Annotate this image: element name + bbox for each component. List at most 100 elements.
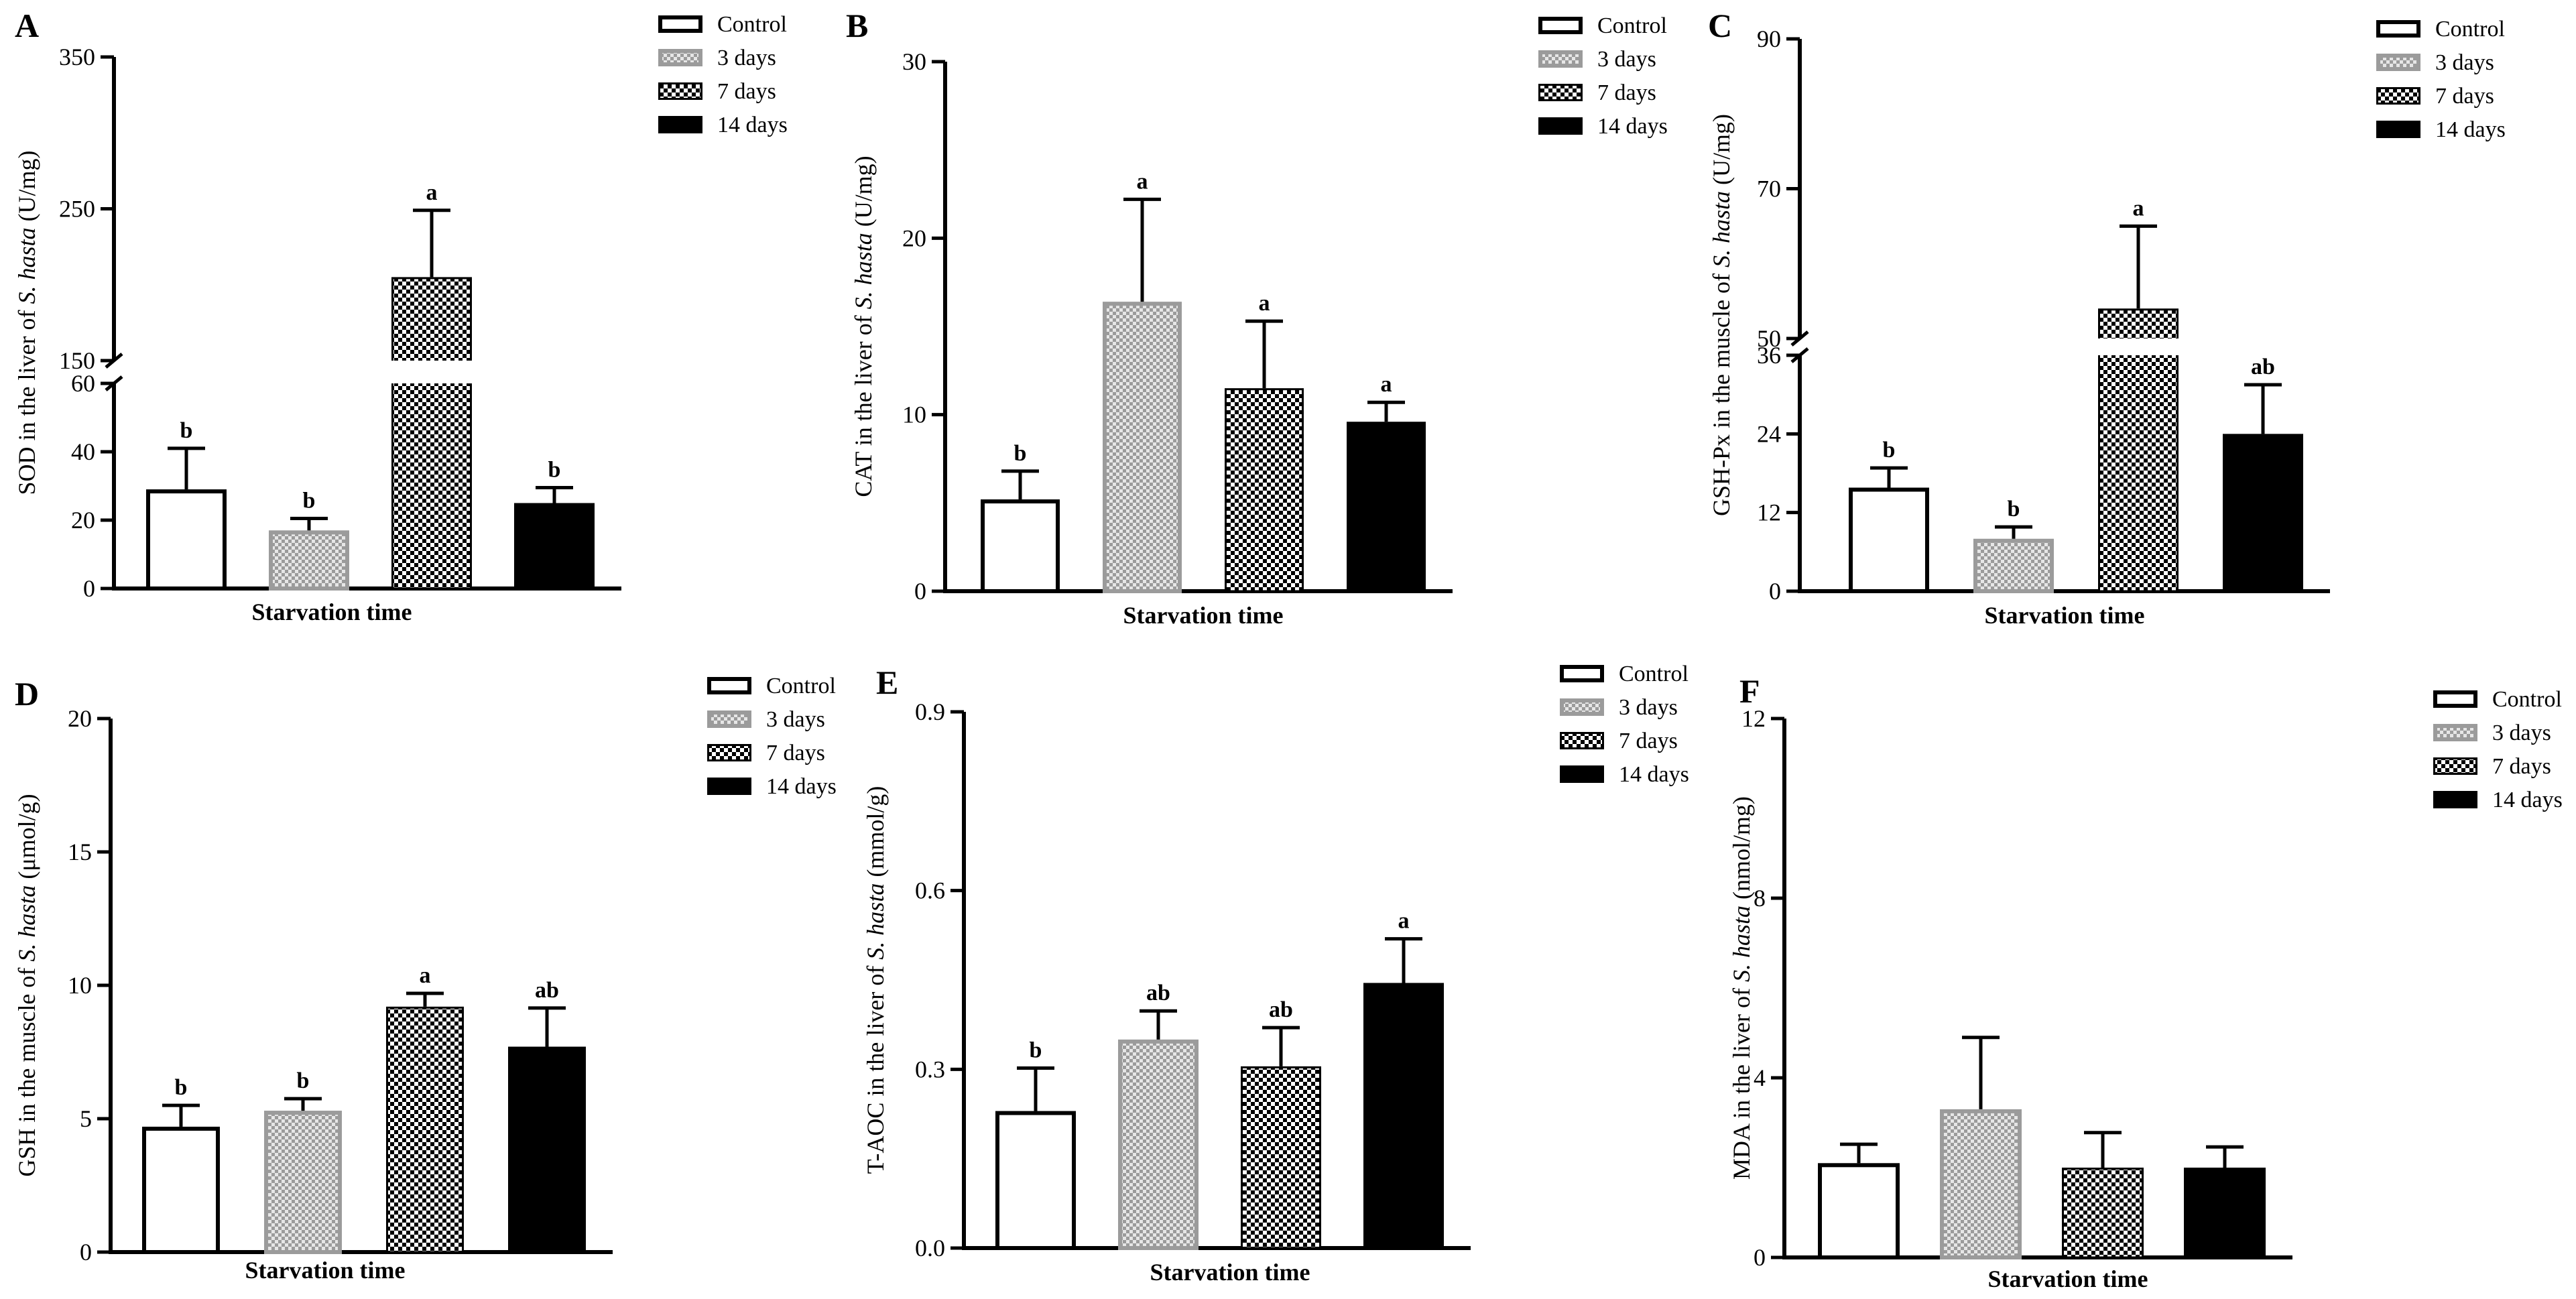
panel-e-y-tick-label: 0.3 bbox=[915, 1056, 945, 1082]
panel-f-legend-swatch-2 bbox=[2433, 724, 2477, 741]
panel-a-legend-label-4: 14 days bbox=[717, 113, 788, 137]
panel-f-y-tick-label: 0 bbox=[1754, 1244, 1766, 1271]
panel-d-bar-4 bbox=[508, 1046, 586, 1253]
panel-b-legend-swatch-4 bbox=[1538, 117, 1583, 135]
panel-f-legend-swatch-4 bbox=[2433, 791, 2477, 808]
panel-c-y-tick-label: 0 bbox=[1769, 578, 1781, 605]
panel-b-sig-letter-2: a bbox=[1137, 169, 1148, 194]
panel-c-legend-label-3: 7 days bbox=[2435, 84, 2494, 109]
panel-a-y-tick-label: 350 bbox=[59, 44, 95, 70]
panel-e-sig-letter-2: ab bbox=[1146, 981, 1170, 1005]
panel-b-legend-label-4: 14 days bbox=[1597, 114, 1668, 139]
panel-e-bar-4 bbox=[1363, 983, 1444, 1249]
panel-a-y-tick-label: 40 bbox=[71, 438, 95, 465]
panel-a-legend-swatch-4 bbox=[658, 116, 702, 133]
panel-b-bar-2 bbox=[1103, 302, 1182, 593]
panel-c-legend-label-1: Control bbox=[2435, 17, 2505, 42]
panel-a-y-title: SOD in the liver of S. hasta (U/mg) bbox=[13, 151, 40, 495]
panel-d-y-tick-label: 5 bbox=[80, 1105, 92, 1132]
panel-a-sig-letter-3: a bbox=[426, 180, 438, 205]
panel-e-legend-swatch-4 bbox=[1560, 765, 1604, 783]
chart-panel-e: 0.0 0.3 0.6 0.9 b ab ab a E Starvation time T-AOC … bbox=[862, 662, 1689, 1286]
panel-e-sig-letter-3: ab bbox=[1269, 997, 1293, 1022]
panel-b-y-tick-label: 0 bbox=[914, 578, 926, 605]
panel-e-legend-label-4: 14 days bbox=[1619, 762, 1689, 787]
panel-e-x-title: Starvation time bbox=[1150, 1259, 1310, 1286]
panel-a-legend-label-3: 7 days bbox=[717, 79, 776, 104]
panel-d-bar-3 bbox=[386, 1006, 464, 1253]
panel-d-legend-swatch-3 bbox=[707, 744, 751, 761]
panel-c-sig-letter-3: a bbox=[2133, 196, 2144, 221]
panel-a-y-tick-label: 60 bbox=[71, 370, 95, 397]
panel-e-y-title: T-AOC in the liver of S. hasta (mmol/g) bbox=[862, 786, 889, 1174]
panel-f-legend: Control 3 days 7 days 14 days bbox=[2433, 687, 2563, 812]
panel-a-bar-1 bbox=[146, 489, 227, 591]
panel-c-y-title: GSH-Px in the muscle of S. hasta (U/mg) bbox=[1708, 114, 1735, 516]
panel-b-sig-letter-3: a bbox=[1259, 291, 1270, 316]
panel-d-sig-letter-3: a bbox=[420, 963, 431, 988]
panel-c-sig-letter-2: b bbox=[2008, 497, 2020, 521]
panel-c-y-tick-label: 50 bbox=[1757, 325, 1781, 352]
panel-c-y-tick-label: 36 bbox=[1757, 342, 1781, 369]
chart-panel-f: 0 4 8 12F Starvation time MDA in the liver of… bbox=[1728, 672, 2563, 1292]
panel-b-y-tick-label: 10 bbox=[902, 401, 926, 428]
panel-d-y-tick-label: 10 bbox=[68, 972, 92, 999]
panel-a-x-title: Starvation time bbox=[252, 599, 412, 625]
panel-a-bar-2 bbox=[269, 530, 349, 591]
panel-b-legend-label-1: Control bbox=[1597, 13, 1667, 38]
panel-d-legend-label-1: Control bbox=[766, 674, 836, 698]
panel-f-legend-label-2: 3 days bbox=[2492, 721, 2551, 745]
panel-a-bar-3 bbox=[391, 277, 472, 590]
panel-b-legend-label-3: 7 days bbox=[1597, 80, 1656, 105]
panel-a-y-tick-label: 150 bbox=[59, 347, 95, 374]
panel-e-letter: E bbox=[876, 664, 898, 701]
panel-f-x-title: Starvation time bbox=[1988, 1265, 2148, 1292]
panel-f-letter: F bbox=[1739, 672, 1760, 710]
panel-d-letter: D bbox=[15, 675, 39, 713]
panel-f-legend-label-3: 7 days bbox=[2492, 754, 2551, 779]
panel-d-sig-letter-2: b bbox=[297, 1068, 310, 1093]
panel-f-y-tick-label: 4 bbox=[1754, 1064, 1766, 1091]
panel-b-bar-4 bbox=[1347, 422, 1426, 593]
panel-f-legend-label-1: Control bbox=[2492, 687, 2562, 712]
panel-c-legend-label-2: 3 days bbox=[2435, 50, 2494, 75]
panel-a-sig-letter-4: b bbox=[548, 458, 561, 483]
panel-c-legend-swatch-2 bbox=[2376, 54, 2420, 71]
panel-c-bar-2 bbox=[1973, 538, 2054, 593]
panel-d-legend-label-4: 14 days bbox=[766, 774, 837, 799]
panel-f-legend-swatch-1 bbox=[2433, 690, 2477, 708]
panel-c-bar-1 bbox=[1849, 487, 1929, 593]
panel-e-sig-letter-1: b bbox=[1030, 1038, 1042, 1063]
panel-b-y-tick-label: 30 bbox=[902, 48, 926, 75]
panel-d-legend-swatch-4 bbox=[707, 778, 751, 795]
panel-a-sig-letter-1: b bbox=[180, 418, 193, 443]
panel-a-y-tick-label: 0 bbox=[83, 575, 95, 602]
panel-a-legend-swatch-3 bbox=[658, 82, 702, 100]
panel-c-legend-label-4: 14 days bbox=[2435, 117, 2506, 142]
panel-a-letter: A bbox=[15, 7, 39, 44]
panel-b-bar-3 bbox=[1225, 388, 1304, 593]
panel-a-sig-letter-2: b bbox=[303, 488, 316, 513]
panel-c-legend: Control 3 days 7 days 14 days bbox=[2376, 17, 2506, 142]
panel-c-sig-letter-1: b bbox=[1883, 438, 1896, 462]
panel-c-bar-4 bbox=[2223, 434, 2303, 593]
panel-a-legend-swatch-1 bbox=[658, 15, 702, 33]
panel-e-legend-swatch-2 bbox=[1560, 698, 1604, 716]
panel-e-bar-2 bbox=[1118, 1039, 1199, 1251]
panel-d-bar-2 bbox=[264, 1111, 342, 1255]
panel-b-legend-swatch-2 bbox=[1538, 50, 1583, 68]
panel-d-y-tick-label: 20 bbox=[68, 705, 92, 732]
panel-b-x-title: Starvation time bbox=[1123, 602, 1284, 629]
panel-a-legend: Control 3 days 7 days 14 days bbox=[658, 12, 788, 137]
panel-f-bar-2 bbox=[1940, 1109, 2022, 1260]
panel-a-legend-label-1: Control bbox=[717, 12, 787, 37]
panel-c-letter: C bbox=[1708, 7, 1732, 44]
panel-b-legend: Control 3 days 7 days 14 days bbox=[1538, 13, 1668, 139]
panel-e-bar-3 bbox=[1241, 1066, 1321, 1249]
panel-a-bar-break-gap bbox=[387, 361, 476, 383]
panel-e-legend-swatch-3 bbox=[1560, 732, 1604, 749]
panel-d-legend-swatch-1 bbox=[707, 677, 751, 694]
panel-f-bar-1 bbox=[1818, 1163, 1900, 1260]
